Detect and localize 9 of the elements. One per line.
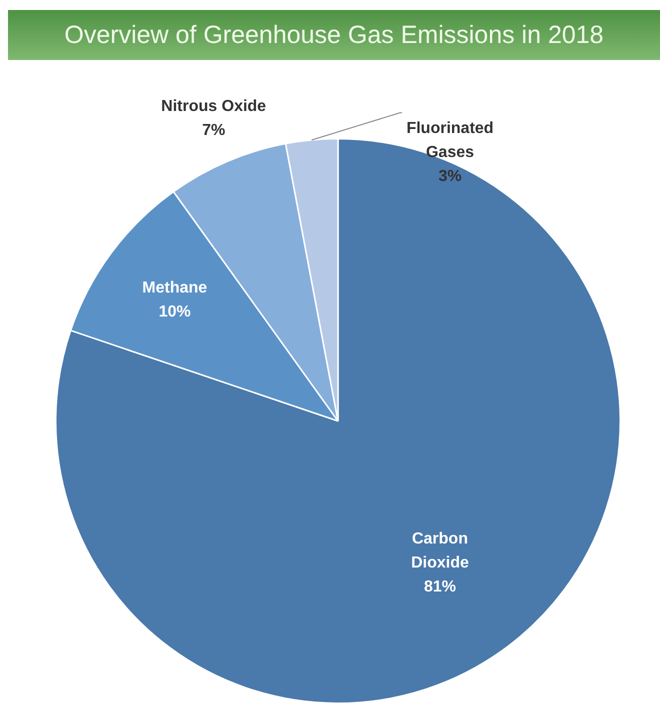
data-label: 7% (202, 122, 226, 139)
slice-label: Carbon Dioxide (411, 530, 469, 572)
slice-label: Fluorinated Gases (406, 120, 494, 162)
slice-label: Nitrous Oxide (161, 98, 266, 115)
chart-title: Overview of Greenhouse Gas Emissions in 2018 (8, 10, 660, 60)
slice-label: Methane (142, 279, 208, 296)
data-label: 81% (424, 578, 456, 596)
data-label: 10% (158, 303, 191, 320)
data-label: 3% (438, 168, 462, 186)
